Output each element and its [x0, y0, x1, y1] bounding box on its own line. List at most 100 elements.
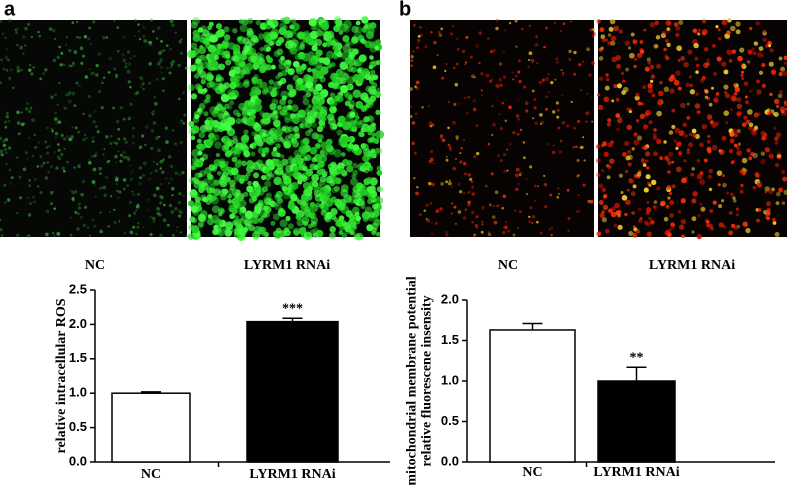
cell	[767, 41, 772, 46]
cell	[752, 51, 757, 56]
cell	[545, 107, 548, 111]
cell	[657, 90, 664, 97]
cell	[609, 158, 615, 164]
cell	[275, 124, 281, 129]
cell	[647, 87, 654, 94]
cell	[636, 52, 643, 59]
cell	[664, 54, 668, 59]
cell	[491, 215, 496, 219]
cell	[198, 131, 206, 139]
cell	[206, 173, 213, 180]
cell	[691, 128, 697, 134]
cell	[607, 33, 612, 37]
cell	[162, 218, 167, 223]
cell	[622, 79, 626, 83]
cell	[554, 78, 557, 81]
cell	[450, 212, 454, 215]
cell	[226, 88, 236, 98]
cell	[555, 57, 559, 61]
cell	[0, 227, 3, 232]
cell	[212, 195, 218, 201]
cell	[717, 37, 722, 41]
cell	[724, 93, 730, 99]
cell	[706, 220, 710, 224]
cell	[160, 71, 163, 74]
cell	[276, 197, 284, 204]
cell	[42, 72, 46, 75]
cell	[28, 179, 31, 182]
cell	[707, 174, 712, 180]
cell	[678, 151, 683, 156]
cell	[91, 136, 95, 140]
cell	[29, 106, 33, 110]
cell	[774, 232, 780, 237]
cell	[766, 201, 772, 207]
cell	[701, 31, 706, 36]
cell	[5, 48, 8, 51]
cell	[3, 183, 7, 187]
cell	[648, 120, 653, 125]
cell	[154, 102, 157, 106]
cell	[132, 127, 135, 130]
cell	[23, 44, 27, 47]
cell	[251, 231, 261, 240]
cell	[287, 99, 293, 105]
cell	[508, 105, 512, 110]
cell	[618, 29, 623, 34]
cell	[361, 123, 370, 133]
cell	[718, 222, 724, 228]
cell	[717, 183, 721, 187]
cell	[637, 101, 642, 106]
cell	[576, 159, 580, 162]
cell	[60, 133, 64, 137]
cell	[355, 215, 361, 222]
cell	[121, 53, 125, 57]
cell	[231, 188, 240, 198]
cell	[26, 157, 29, 160]
cell	[156, 206, 160, 211]
cell	[409, 114, 413, 119]
cell	[70, 138, 73, 142]
cell	[440, 182, 444, 186]
cell	[115, 73, 119, 77]
cell	[449, 32, 453, 36]
cell	[137, 23, 140, 26]
cell	[656, 186, 661, 191]
cell	[215, 152, 221, 158]
cell	[528, 24, 531, 28]
cell	[743, 115, 748, 120]
cell	[219, 208, 226, 215]
cell	[449, 147, 452, 150]
cell	[5, 68, 9, 72]
cell	[438, 33, 443, 38]
cell	[85, 136, 88, 140]
cell	[428, 181, 432, 186]
cell	[517, 99, 520, 102]
cell	[675, 146, 679, 150]
cell	[659, 81, 663, 85]
cell	[286, 59, 292, 65]
cell	[622, 86, 629, 93]
cell	[149, 215, 152, 219]
cell	[441, 138, 446, 143]
cell	[462, 161, 467, 166]
cell	[602, 204, 609, 211]
cell	[102, 185, 107, 190]
cell	[660, 32, 666, 39]
cell	[333, 185, 340, 192]
cell	[339, 23, 349, 32]
cell	[144, 125, 149, 129]
cell	[241, 106, 250, 115]
cell	[732, 225, 736, 229]
cell	[471, 221, 474, 224]
cell	[270, 90, 277, 98]
cell	[99, 229, 103, 234]
cell	[697, 32, 701, 36]
cell	[333, 78, 338, 83]
cell	[308, 57, 317, 66]
cell	[573, 72, 577, 76]
cell	[49, 202, 54, 206]
cell	[674, 127, 681, 134]
cell	[292, 171, 299, 178]
